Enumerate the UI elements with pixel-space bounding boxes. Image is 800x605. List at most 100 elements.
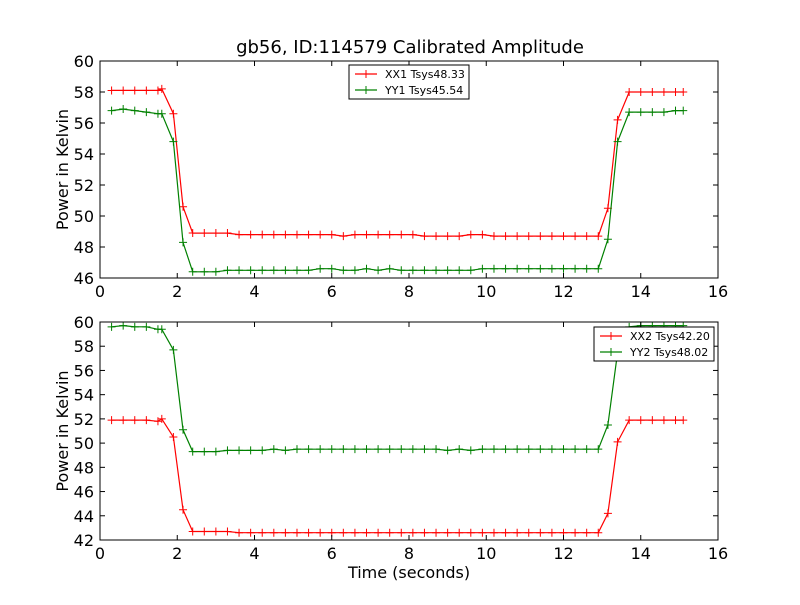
series-1-point bbox=[501, 528, 510, 537]
series-1-point bbox=[374, 528, 383, 537]
legend-entry-label: XX2 Tsys42.20 bbox=[630, 330, 710, 343]
series-2-point bbox=[157, 109, 166, 118]
x-tick-label: 10 bbox=[476, 282, 496, 301]
series-1-point bbox=[571, 232, 580, 241]
series-1-point bbox=[385, 528, 394, 537]
series-1-point bbox=[671, 416, 680, 425]
series-2-point bbox=[679, 106, 688, 115]
series-2-point bbox=[455, 445, 464, 454]
series-1-point bbox=[223, 229, 232, 238]
series-1-point bbox=[547, 528, 556, 537]
series-1-point bbox=[316, 528, 325, 537]
series-line-2 bbox=[111, 108, 684, 273]
series-2-point bbox=[119, 322, 128, 330]
series-1-point bbox=[169, 433, 178, 442]
series-2-point bbox=[432, 445, 441, 454]
series-2-point bbox=[594, 445, 603, 454]
series-1-point bbox=[179, 505, 188, 514]
series-2-point bbox=[142, 108, 151, 117]
series-2-point bbox=[169, 137, 178, 146]
y-tick-label: 58 bbox=[74, 337, 94, 356]
y-tick-label: 48 bbox=[74, 238, 94, 257]
x-tick-label: 14 bbox=[631, 544, 651, 563]
series-2-point bbox=[489, 264, 498, 273]
series-2-point bbox=[636, 108, 645, 117]
series-1-point bbox=[679, 88, 688, 96]
series-1-point bbox=[281, 528, 290, 537]
series-2-point bbox=[246, 266, 255, 275]
series-2-point bbox=[223, 446, 232, 455]
series-2-point bbox=[258, 446, 267, 455]
series-2-point bbox=[374, 266, 383, 275]
series-1-point bbox=[374, 230, 383, 239]
series-2-point bbox=[339, 445, 348, 454]
y-tick-label: 44 bbox=[74, 507, 94, 526]
series-2-point bbox=[292, 445, 301, 454]
series-1-point bbox=[466, 230, 475, 239]
series-1-point bbox=[211, 229, 220, 238]
series-2-point bbox=[107, 106, 116, 115]
series-1-point bbox=[466, 528, 475, 537]
legend: XX1 Tsys48.33 YY1 Tsys45.54 bbox=[348, 64, 470, 100]
series-1-point bbox=[316, 230, 325, 239]
series-1-point bbox=[397, 230, 406, 239]
series-1-point bbox=[636, 416, 645, 425]
series-1-point bbox=[350, 230, 359, 239]
series-2-point bbox=[188, 267, 197, 276]
series-1-point bbox=[536, 528, 545, 537]
series-1-point bbox=[130, 416, 139, 425]
series-1-point bbox=[478, 528, 487, 537]
series-2-point bbox=[671, 106, 680, 115]
series-1-point bbox=[536, 232, 545, 241]
y-tick-label: 46 bbox=[74, 483, 94, 502]
series-2-point bbox=[513, 445, 522, 454]
series-2-point bbox=[443, 446, 452, 455]
legend-swatch-marker bbox=[362, 70, 370, 78]
series-2-point bbox=[466, 446, 475, 455]
series-1-point bbox=[157, 84, 166, 93]
series-1-point bbox=[613, 437, 622, 446]
series-2-point bbox=[571, 445, 580, 454]
series-2-point bbox=[571, 264, 580, 273]
series-2-point bbox=[536, 264, 545, 273]
series-2-point bbox=[235, 446, 244, 455]
series-2-point bbox=[350, 445, 359, 454]
y-tick-label: 42 bbox=[74, 531, 94, 550]
x-axis-label: Time (seconds) bbox=[347, 563, 470, 582]
series-1-point bbox=[489, 232, 498, 241]
series-line-1 bbox=[111, 418, 684, 534]
series-1-point bbox=[107, 86, 116, 95]
y-tick-label: 48 bbox=[74, 458, 94, 477]
x-tick-label: 14 bbox=[631, 282, 651, 301]
series-2-point bbox=[362, 445, 371, 454]
x-tick-label: 10 bbox=[476, 544, 496, 563]
series-1-point bbox=[501, 232, 510, 241]
series-2-point bbox=[582, 445, 591, 454]
series-2-point bbox=[246, 446, 255, 455]
series-1-point bbox=[603, 509, 612, 518]
x-tick-label: 4 bbox=[249, 282, 259, 301]
y-tick-label: 54 bbox=[74, 145, 94, 164]
series-line-2 bbox=[111, 324, 684, 453]
y-tick-label: 60 bbox=[74, 313, 94, 332]
x-tick-label: 16 bbox=[708, 544, 728, 563]
series-2-point bbox=[258, 266, 267, 275]
series-1-point bbox=[408, 230, 417, 239]
series-1-point bbox=[246, 528, 255, 537]
series-2-point bbox=[420, 445, 429, 454]
series-1-point bbox=[339, 528, 348, 537]
series-1-point bbox=[188, 229, 197, 238]
series-1-point bbox=[478, 230, 487, 239]
series-1-point bbox=[524, 232, 533, 241]
y-tick-label: 46 bbox=[74, 269, 94, 288]
series-1-point bbox=[420, 528, 429, 537]
series-2-point bbox=[292, 266, 301, 275]
series-2-point bbox=[613, 137, 622, 146]
series-1-point bbox=[269, 528, 278, 537]
series-1-point bbox=[142, 416, 151, 425]
series-2-point bbox=[304, 266, 313, 275]
series-2-point bbox=[235, 266, 244, 275]
series-2-point bbox=[603, 235, 612, 244]
